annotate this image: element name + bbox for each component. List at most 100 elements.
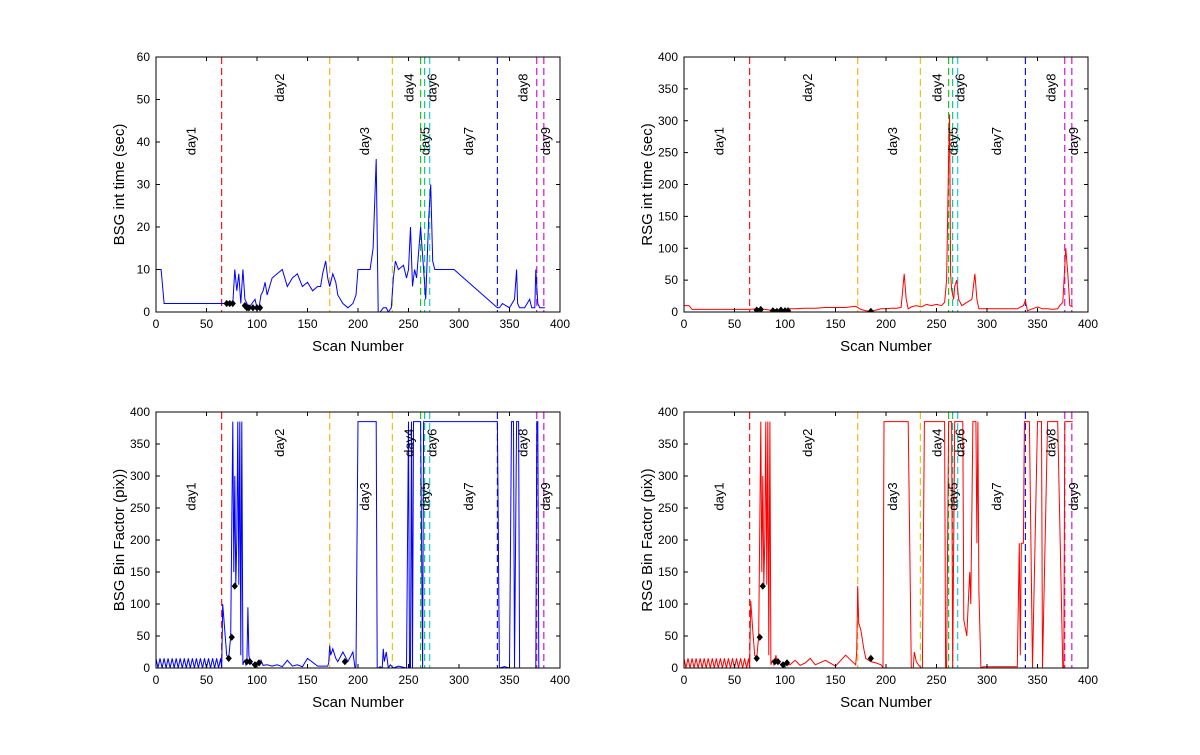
y-tick-label: 150 — [130, 565, 150, 579]
x-tick-label: 0 — [153, 317, 160, 331]
y-tick-label: 0 — [671, 305, 678, 319]
day-label: day6 — [953, 73, 968, 101]
data-point-marker — [759, 582, 766, 590]
series-line — [684, 421, 1073, 668]
y-tick-label: 100 — [130, 597, 150, 611]
x-tick-label: 200 — [348, 317, 368, 331]
x-tick-label: 50 — [200, 317, 214, 331]
day-label: day9 — [1066, 127, 1081, 155]
x-tick-label: 50 — [728, 317, 742, 331]
day-label: day2 — [800, 429, 815, 457]
plot-content: day1 day2 day3 day4 day5 day6 day7 day8 day9 — [156, 57, 553, 312]
day-label: day8 — [516, 73, 531, 101]
y-axis-label: RSG int time (sec) — [639, 123, 656, 246]
data-point-marker — [753, 654, 760, 663]
chart-panel-bottom-left: day1 day2 day3 day4 day5 day6 day7 day8 day9 0 50 1… — [111, 405, 570, 711]
x-tick-label: 250 — [398, 317, 418, 331]
day-label: day5 — [418, 482, 433, 510]
x-tick-label: 0 — [153, 673, 160, 687]
day-label: day7 — [989, 127, 1004, 155]
day-label: day2 — [272, 429, 287, 457]
x-tick-label: 350 — [499, 317, 519, 331]
y-axis-label: BSG Bin Factor (pix)) — [111, 469, 128, 612]
day-label: day1 — [183, 482, 198, 510]
day-label: day7 — [461, 482, 476, 510]
day-label: day2 — [272, 73, 287, 101]
x-tick-label: 50 — [200, 673, 214, 687]
x-tick-label: 100 — [775, 673, 795, 687]
day-label: day1 — [711, 127, 726, 155]
day-label: day7 — [461, 127, 476, 155]
y-tick-label: 100 — [658, 597, 678, 611]
day-label: day3 — [885, 127, 900, 155]
x-tick-label: 300 — [977, 317, 997, 331]
x-axis-label: Scan Number — [312, 694, 404, 711]
day-label: day5 — [418, 127, 433, 155]
plot-content: day1 day2 day3 day4 day5 day6 day7 day8 day9 — [156, 412, 553, 668]
chart-panel-top-right: day1 day2 day3 day4 day5 day6 day7 day8 day9 0 50 1… — [639, 50, 1098, 355]
day-label: day9 — [538, 127, 553, 155]
data-point-marker — [783, 659, 791, 667]
x-axis-label: Scan Number — [840, 694, 932, 711]
x-tick-label: 250 — [926, 317, 946, 331]
y-tick-label: 350 — [658, 437, 678, 451]
data-point-marker — [774, 657, 782, 666]
data-point-marker — [225, 654, 232, 663]
x-tick-label: 300 — [449, 317, 469, 331]
series-line — [684, 114, 1073, 312]
x-tick-label: 350 — [499, 673, 519, 687]
day-label: day8 — [516, 429, 531, 457]
y-tick-label: 150 — [658, 565, 678, 579]
x-tick-label: 400 — [1078, 673, 1098, 687]
y-tick-label: 250 — [658, 146, 678, 160]
day-label: day8 — [1044, 429, 1059, 457]
y-axis-label: BSG int time (sec) — [111, 124, 128, 246]
x-tick-label: 400 — [1078, 317, 1098, 331]
plot-area — [684, 57, 1088, 312]
day-label: day8 — [1044, 73, 1059, 101]
day-label: day9 — [538, 482, 553, 510]
x-tick-label: 50 — [728, 673, 742, 687]
data-point-marker — [246, 657, 254, 666]
day-label: day9 — [1066, 482, 1081, 510]
x-tick-label: 400 — [550, 317, 570, 331]
x-tick-label: 150 — [297, 673, 317, 687]
x-tick-label: 250 — [926, 673, 946, 687]
x-axis-label: Scan Number — [840, 338, 932, 355]
day-label: day5 — [946, 482, 961, 510]
x-tick-label: 100 — [775, 317, 795, 331]
day-label: day4 — [402, 73, 417, 101]
x-tick-label: 150 — [825, 673, 845, 687]
y-tick-label: 200 — [130, 533, 150, 547]
day-label: day1 — [711, 482, 726, 510]
day-label: day6 — [425, 429, 440, 457]
data-point-marker — [255, 659, 263, 667]
data-point-marker — [256, 304, 264, 312]
day-label: day5 — [946, 127, 961, 155]
chart-panel-top-left: day1 day2 day3 day4 day5 day6 day7 day8 day9 0 50 1… — [111, 50, 570, 355]
y-tick-label: 0 — [143, 305, 150, 319]
y-tick-label: 0 — [143, 661, 150, 675]
day-label: day4 — [930, 73, 945, 101]
x-tick-label: 300 — [977, 673, 997, 687]
data-point-marker — [249, 304, 257, 312]
data-point-marker — [341, 657, 348, 666]
y-tick-label: 350 — [658, 82, 678, 96]
x-tick-label: 300 — [449, 673, 469, 687]
x-tick-label: 250 — [398, 673, 418, 687]
y-tick-label: 10 — [137, 263, 151, 277]
y-tick-label: 40 — [137, 135, 151, 149]
y-tick-label: 300 — [658, 469, 678, 483]
plot-content: day1 day2 day3 day4 day5 day6 day7 day8 day9 — [684, 57, 1081, 312]
y-tick-label: 300 — [658, 114, 678, 128]
day-label: day3 — [357, 482, 372, 510]
y-tick-label: 350 — [130, 437, 150, 451]
day-label: day7 — [989, 482, 1004, 510]
day-label: day6 — [953, 429, 968, 457]
y-tick-label: 50 — [137, 93, 151, 107]
x-tick-label: 0 — [681, 317, 688, 331]
y-tick-label: 200 — [658, 178, 678, 192]
data-point-marker — [229, 299, 236, 308]
